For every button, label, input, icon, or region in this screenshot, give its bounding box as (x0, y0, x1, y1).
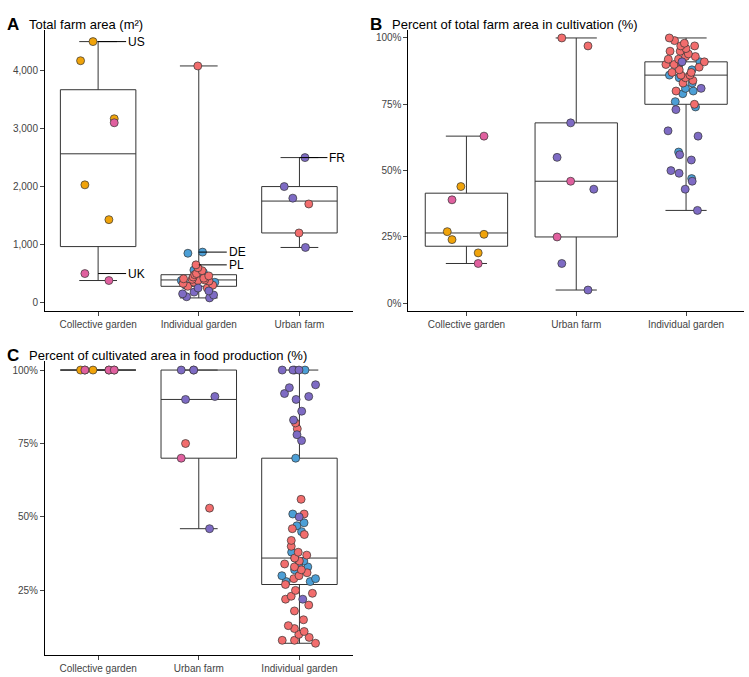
svg-text:Individual garden: Individual garden (261, 663, 337, 674)
svg-text:Urban farm: Urban farm (551, 319, 601, 330)
svg-text:B: B (370, 15, 382, 34)
svg-text:0%: 0% (387, 298, 402, 309)
svg-text:25%: 25% (18, 585, 38, 596)
svg-text:75%: 75% (381, 99, 401, 110)
svg-text:DE: DE (229, 245, 246, 259)
svg-text:UK: UK (128, 267, 145, 281)
svg-text:Collective garden: Collective garden (59, 319, 136, 330)
svg-text:3,000: 3,000 (13, 123, 38, 134)
svg-text:2,000: 2,000 (13, 181, 38, 192)
svg-text:Urban farm: Urban farm (174, 663, 224, 674)
svg-text:Urban farm: Urban farm (274, 319, 324, 330)
svg-text:1,000: 1,000 (13, 239, 38, 250)
svg-text:100%: 100% (12, 365, 38, 376)
svg-text:50%: 50% (18, 511, 38, 522)
svg-text:25%: 25% (381, 231, 401, 242)
svg-text:Collective garden: Collective garden (428, 319, 505, 330)
svg-text:Percent of cultivated area in: Percent of cultivated area in food produ… (29, 348, 307, 363)
svg-text:PL: PL (229, 258, 244, 272)
svg-text:Collective garden: Collective garden (59, 663, 136, 674)
svg-text:A: A (7, 15, 19, 34)
svg-text:Total farm area (m²): Total farm area (m²) (29, 17, 143, 32)
svg-text:100%: 100% (376, 32, 402, 43)
svg-text:Percent of total farm area in: Percent of total farm area in cultivatio… (392, 17, 638, 32)
svg-text:4,000: 4,000 (13, 65, 38, 76)
svg-text:Individual garden: Individual garden (648, 319, 724, 330)
svg-text:50%: 50% (381, 165, 401, 176)
svg-text:US: US (128, 35, 145, 49)
svg-text:FR: FR (329, 151, 345, 165)
svg-text:75%: 75% (18, 438, 38, 449)
svg-text:C: C (7, 346, 19, 365)
svg-text:Individual garden: Individual garden (161, 319, 237, 330)
svg-text:0: 0 (32, 297, 38, 308)
